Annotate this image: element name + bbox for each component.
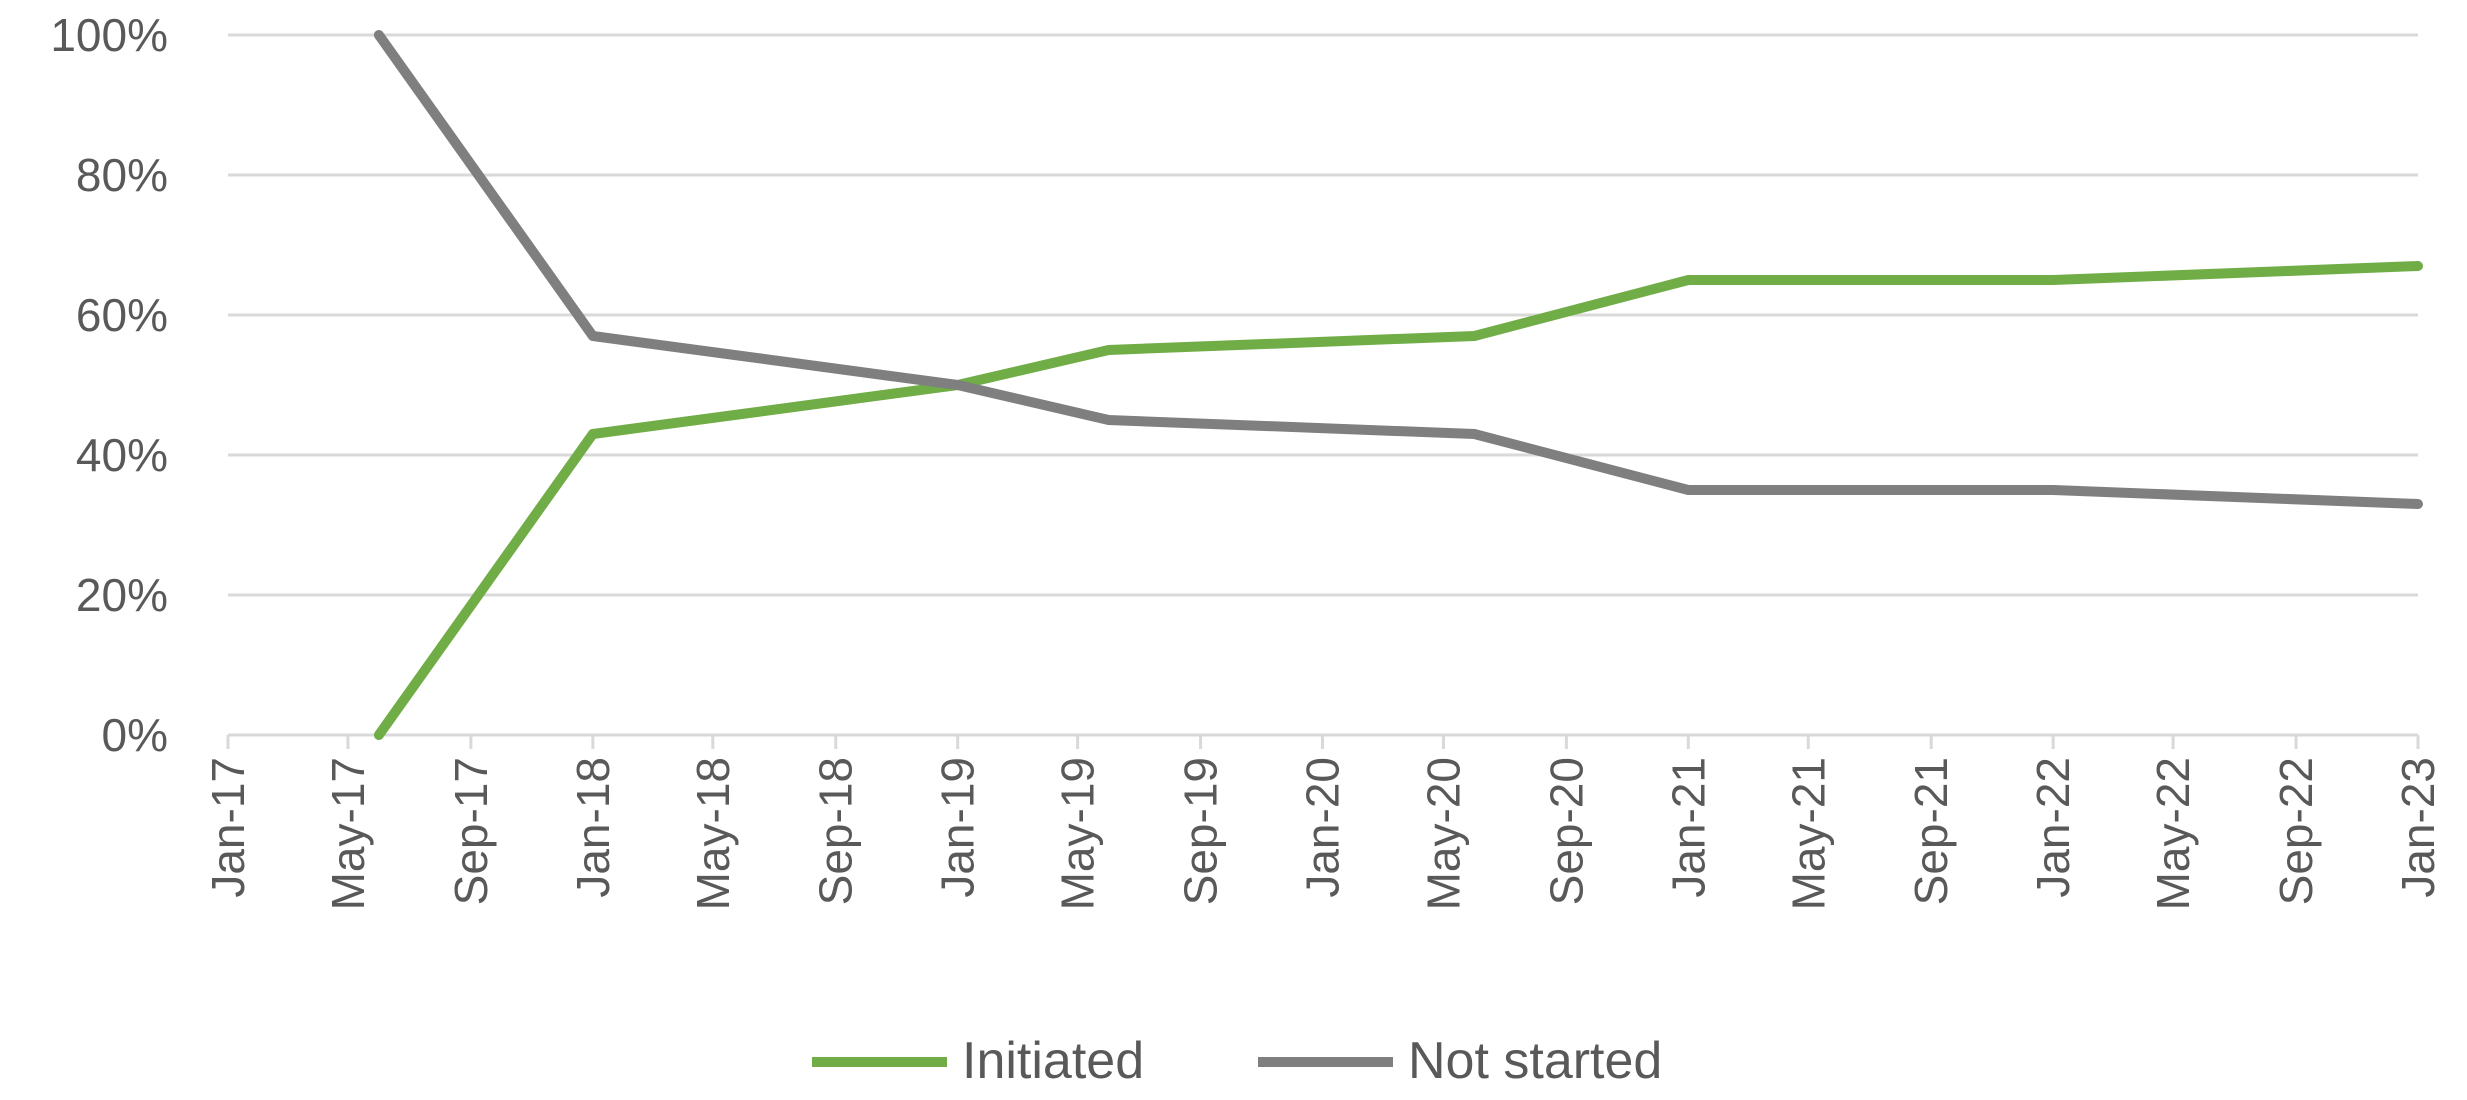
data-point	[378, 734, 380, 736]
data-point	[1687, 489, 1689, 491]
legend-label: Initiated	[962, 1032, 1144, 1090]
data-point	[1108, 419, 1110, 421]
y-tick-label: 40%	[76, 429, 168, 481]
x-tick-label: May-20	[1417, 757, 1469, 910]
legend-label: Not started	[1408, 1032, 1662, 1090]
data-point	[2052, 279, 2054, 281]
legend: Initiated Not started	[812, 1032, 1662, 1090]
x-tick-label: Jan-22	[2027, 757, 2079, 898]
x-tick-label: Jan-18	[567, 757, 619, 898]
series-line-not-started	[373, 30, 2423, 509]
y-tick-label: 80%	[76, 149, 168, 201]
x-tick-label: Jan-17	[202, 757, 254, 898]
y-tick-label: 20%	[76, 569, 168, 621]
data-point	[1108, 349, 1110, 351]
data-point	[592, 433, 594, 435]
x-tick-label: Sep-17	[445, 757, 497, 905]
x-tick-label: Jan-20	[1297, 757, 1349, 898]
data-point	[2417, 503, 2419, 505]
data-point	[1687, 279, 1689, 281]
data-point	[1473, 433, 1475, 435]
x-tick-label: Jan-19	[932, 757, 984, 898]
x-tick-label: May-18	[687, 757, 739, 910]
data-point	[2417, 265, 2419, 267]
data-point	[378, 34, 380, 36]
x-tick-label: Sep-21	[1905, 757, 1957, 905]
x-tick-label: Sep-18	[810, 757, 862, 905]
x-tick-label: May-17	[322, 757, 374, 910]
y-axis: 0% 20% 40% 60% 80% 100%	[50, 9, 168, 761]
y-tick-label: 100%	[50, 9, 168, 61]
x-tick-label: Sep-22	[2270, 757, 2322, 905]
y-tick-label: 60%	[76, 289, 168, 341]
series-line-initiated	[373, 261, 2423, 740]
x-tick-label: Jan-23	[2392, 757, 2444, 898]
series-lines	[373, 30, 2423, 740]
y-tick-label: 0%	[102, 709, 168, 761]
x-axis: Jan-17 May-17 Sep-17 Jan-18 May-18 Sep-18 Jan-…	[202, 733, 2444, 910]
data-point	[2052, 489, 2054, 491]
x-tick-label: May-19	[1052, 757, 1104, 910]
data-point	[957, 384, 959, 386]
x-tick-label: Jan-21	[1662, 757, 1714, 898]
x-tick-label: Sep-20	[1540, 757, 1592, 905]
data-point	[592, 335, 594, 337]
data-point	[1473, 335, 1475, 337]
x-tick-label: Sep-19	[1175, 757, 1227, 905]
gridlines	[228, 33, 2418, 597]
x-tick-label: May-22	[2147, 757, 2199, 910]
x-tick-label: May-21	[1782, 757, 1834, 910]
